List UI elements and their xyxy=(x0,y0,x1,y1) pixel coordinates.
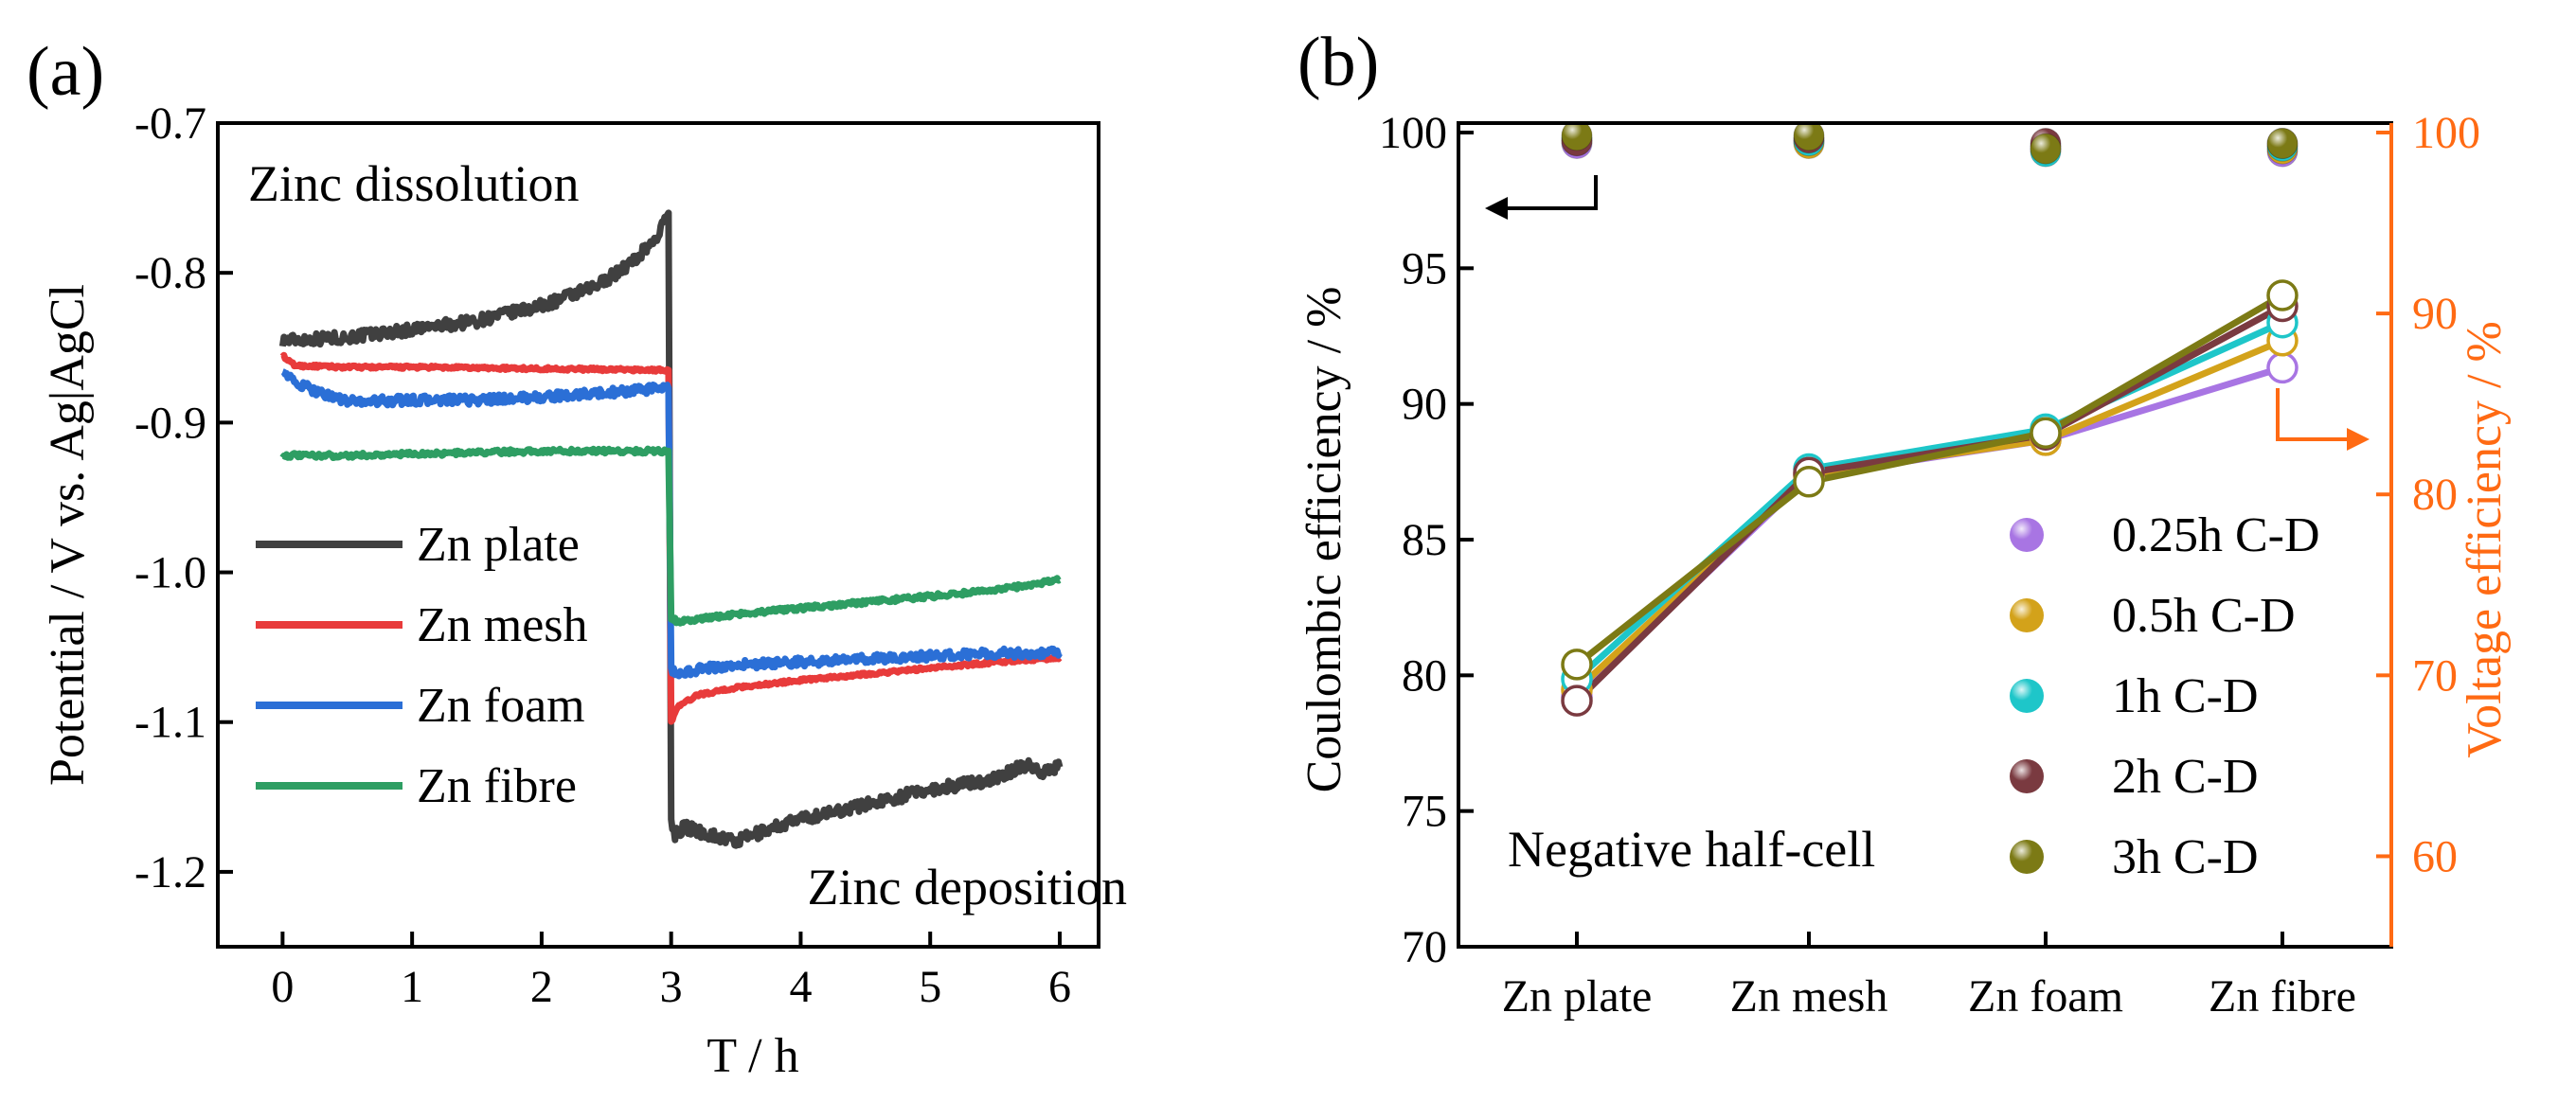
panel-a-x-tick-label: 6 xyxy=(1048,962,1071,1012)
panel-a-frame xyxy=(216,121,1100,949)
panel-b-x-tick-label: Zn foam xyxy=(1968,971,2123,1022)
panel-b-y2-axis-label: Voltage efficiency / % xyxy=(2458,321,2512,758)
panel-a-annotation-dissolution: Zinc dissolution xyxy=(248,155,580,212)
panel-b-ve-line xyxy=(1574,303,2284,703)
panel-a-series-lines xyxy=(278,209,1064,849)
panel-b-y2-tick-label: 60 xyxy=(2412,831,2458,881)
panel-b-ve-marker xyxy=(2266,279,2299,311)
panel-b-y2-tick-label: 90 xyxy=(2412,289,2458,339)
panel-a-y-tick-label: -0.7 xyxy=(134,98,206,149)
panel-a-y-tick-label: -0.8 xyxy=(134,248,206,298)
panel-b-legend-swatch-shine xyxy=(2010,840,2044,874)
panel-b-y2-tick-label: 100 xyxy=(2412,108,2480,158)
panel-a-legend-label: Zn mesh xyxy=(417,598,588,652)
panel-b-y-tick-label: 95 xyxy=(1402,243,1447,293)
panel-a-y-tick-label: -0.9 xyxy=(134,398,206,448)
panel-b-ve-marker xyxy=(2030,417,2062,449)
panel-a-axes: 0 1 2 3 4 5 6 -0.7 -0.8 -0.9 -1.0 -1.1 -1.2 xyxy=(134,98,1071,1012)
panel-b-x-tick-label: Zn mesh xyxy=(1730,971,1888,1022)
arrow-to-left-axis-head xyxy=(1485,197,1508,220)
panel-b-legend-swatch-shine xyxy=(2010,518,2044,552)
panel-b-y-axis-label: Coulombic efficiency / % xyxy=(1297,287,1351,793)
panel-a-x-tick-label: 0 xyxy=(271,962,294,1012)
panel-b-y-tick-label: 75 xyxy=(1402,787,1447,837)
panel-b-annotation: Negative half-cell xyxy=(1508,821,1875,878)
panel-a-y-tick-label: -1.1 xyxy=(134,698,206,748)
panel-a-label: (a) xyxy=(27,33,104,111)
panel-b-legend-label: 2h C-D xyxy=(2112,750,2259,804)
panel-a-y-tick-label: -1.0 xyxy=(134,548,206,598)
arrow-to-right-axis xyxy=(2276,388,2356,441)
panel-a-legend-label: Zn plate xyxy=(417,518,580,572)
panel-b-y2-tick-label: 70 xyxy=(2412,650,2458,701)
panel-a-legend: Zn plate Zn mesh Zn foam Zn fibre xyxy=(256,518,588,813)
panel-b-axis-arrows xyxy=(1485,175,2370,451)
panel-a-annotation-deposition: Zinc deposition xyxy=(808,859,1127,915)
panel-b-efficiency-chart: (b) 70 75 80 85 90 95 100 60 70 80 90 100 Zn plate Zn… xyxy=(1297,24,2512,1022)
arrow-to-right-axis-head xyxy=(2347,428,2370,451)
panel-a-series-zn-foam xyxy=(280,368,1063,680)
panel-b-legend: 0.25h C-D 0.5h C-D 1h C-D 2h C-D 3h C-D xyxy=(2010,508,2320,884)
panel-b-legend-label: 0.25h C-D xyxy=(2112,508,2320,562)
panel-a-series-zn-fibre xyxy=(279,445,1063,627)
panel-b-ve-line xyxy=(1574,292,2284,667)
panel-a-x-tick-label: 2 xyxy=(530,962,553,1012)
panel-a-x-tick-label: 5 xyxy=(919,962,941,1012)
panel-b-ce-marker-shine xyxy=(2267,128,2298,159)
panel-b-legend-label: 0.5h C-D xyxy=(2112,589,2296,643)
panel-b-y-tick-label: 100 xyxy=(1379,108,1447,158)
panel-b-y-tick-label: 90 xyxy=(1402,380,1447,430)
panel-b-axes: 70 75 80 85 90 95 100 60 70 80 90 100 Zn plate Zn mes… xyxy=(1379,108,2480,1022)
panel-b-legend-swatch-shine xyxy=(2010,759,2044,793)
panel-b-legend-label: 1h C-D xyxy=(2112,669,2259,723)
panel-a-legend-label: Zn fibre xyxy=(417,759,577,813)
panel-a-legend-label: Zn foam xyxy=(417,679,585,733)
panel-b-ve-marker xyxy=(1793,466,1825,498)
panel-a-x-tick-label: 4 xyxy=(789,962,812,1012)
panel-b-plot-area xyxy=(1561,123,2299,717)
panel-b-legend-swatch-shine xyxy=(2010,679,2044,713)
panel-b-x-tick-label: Zn fibre xyxy=(2209,971,2356,1022)
panel-b-x-tick-label: Zn plate xyxy=(1502,971,1653,1022)
panel-b-ve-marker xyxy=(2266,351,2299,384)
panel-b-label: (b) xyxy=(1297,24,1379,101)
panel-b-ve-marker xyxy=(1561,649,1593,681)
panel-b-ve-marker xyxy=(1561,684,1593,717)
panel-b-ce-marker-shine xyxy=(1794,123,1824,151)
panel-b-y-tick-label: 85 xyxy=(1402,515,1447,565)
panel-a-y-axis-label: Potential / V vs. Ag|AgCl xyxy=(41,284,95,786)
panel-a-x-tick-label: 1 xyxy=(401,962,423,1012)
panel-b-legend-label: 3h C-D xyxy=(2112,830,2259,884)
panel-b-legend-swatch-shine xyxy=(2010,598,2044,632)
panel-b-y2-tick-label: 80 xyxy=(2412,470,2458,520)
panel-a-y-tick-label: -1.2 xyxy=(134,847,206,898)
panel-a-potential-chart: (a) 0 1 2 3 4 5 6 -0.7 -0.8 -0.9 -1.0 -1.1 -1.2 Zinc… xyxy=(27,33,1127,1083)
panel-a-x-axis-label: T / h xyxy=(707,1029,798,1083)
panel-b-ce-marker-shine xyxy=(1562,123,1592,151)
panel-a-series-zn-mesh xyxy=(279,351,1063,725)
panel-a-series-zn-plate xyxy=(278,209,1064,849)
panel-b-ce-marker-shine xyxy=(2030,133,2061,165)
arrow-to-left-axis xyxy=(1496,175,1598,210)
panel-a-x-tick-label: 3 xyxy=(660,962,683,1012)
panel-b-y-tick-label: 80 xyxy=(1402,650,1447,701)
panel-b-y-tick-label: 70 xyxy=(1402,922,1447,972)
